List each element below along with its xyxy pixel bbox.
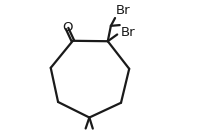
Text: Br: Br [120,26,134,39]
Text: Br: Br [115,4,130,17]
Text: O: O [62,21,72,34]
